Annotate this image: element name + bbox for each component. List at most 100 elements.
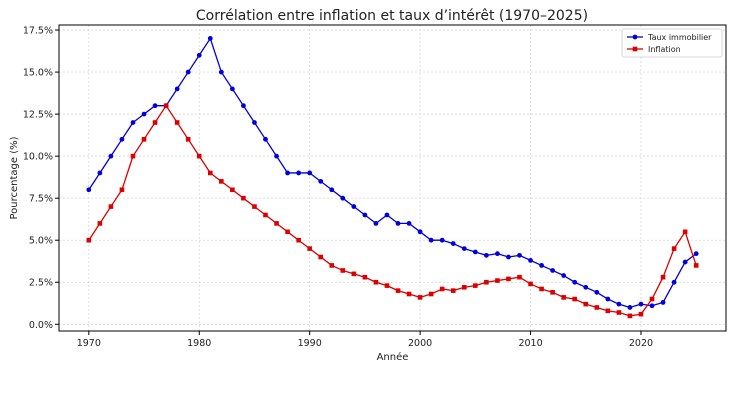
- data-point: [252, 120, 257, 125]
- legend-label: Taux immobilier: [647, 33, 712, 42]
- y-axis-label: Pourcentage (%): [9, 136, 20, 219]
- data-point: [461, 246, 467, 252]
- data-point: [230, 187, 235, 193]
- data-point: [583, 284, 589, 290]
- data-point: [373, 279, 379, 285]
- x-tick-label: 1990: [298, 338, 322, 349]
- data-point: [594, 289, 600, 295]
- data-point: [627, 313, 633, 319]
- data-point: [561, 273, 567, 278]
- x-tick-label: 1970: [77, 338, 101, 349]
- data-point: [439, 286, 445, 292]
- data-point: [605, 308, 611, 314]
- series-inflation: [86, 103, 699, 319]
- data-point: [483, 252, 489, 258]
- legend-box: [621, 28, 723, 58]
- data-point: [428, 291, 434, 297]
- x-axis-label: Année: [377, 351, 409, 363]
- data-point: [108, 153, 114, 159]
- x-tick-label: 2010: [518, 338, 542, 349]
- data-point: [406, 291, 412, 297]
- legend-item: Taux immobilier: [627, 33, 712, 42]
- data-point: [185, 137, 191, 142]
- data-point: [241, 103, 246, 109]
- y-tick-label: 5.0%: [29, 236, 53, 247]
- data-point: [318, 178, 324, 184]
- data-point: [649, 296, 655, 302]
- data-point: [395, 220, 401, 226]
- data-point: [572, 279, 578, 285]
- series-line: [88, 37, 697, 309]
- data-point: [550, 268, 556, 273]
- data-point: [528, 281, 533, 287]
- data-point: [406, 220, 412, 226]
- grid-lines: [59, 25, 726, 331]
- data-point: [318, 254, 324, 260]
- data-point: [241, 195, 246, 201]
- data-point: [682, 229, 688, 235]
- y-tick-label: 10.0%: [23, 152, 53, 163]
- data-point: [141, 137, 147, 142]
- data-point: [583, 301, 589, 307]
- data-point: [517, 252, 522, 258]
- data-point: [395, 288, 401, 293]
- data-point: [285, 170, 290, 176]
- data-point: [550, 290, 555, 295]
- data-point: [384, 212, 390, 218]
- legend-marker: [632, 46, 638, 52]
- y-tick-label: 2.5%: [29, 278, 53, 289]
- data-point: [219, 179, 224, 184]
- series-taux-immobilier: [86, 36, 699, 310]
- legend-item: Inflation: [627, 45, 681, 54]
- data-point: [86, 237, 92, 243]
- data-point: [141, 111, 147, 117]
- data-point: [229, 86, 235, 92]
- data-point: [263, 212, 268, 218]
- data-point: [638, 311, 644, 317]
- y-tick-label: 0.0%: [29, 320, 53, 331]
- data-point: [660, 300, 666, 305]
- data-point: [495, 251, 500, 257]
- data-point: [638, 301, 644, 307]
- axis-ticks: 1970 1980 1990 2000 2010 2020 0.0% 2.5% 5.0% 7.5%…: [23, 26, 653, 349]
- data-point: [196, 153, 202, 159]
- data-point: [594, 305, 600, 310]
- data-point: [351, 204, 357, 209]
- data-point: [274, 221, 279, 226]
- data-point: [340, 195, 346, 201]
- data-point: [605, 296, 611, 302]
- data-point: [207, 36, 213, 41]
- data-point: [472, 249, 478, 255]
- data-point: [517, 274, 522, 280]
- y-tick-label: 17.5%: [23, 26, 53, 37]
- data-point: [539, 286, 544, 292]
- data-point: [373, 220, 379, 226]
- data-point: [274, 153, 279, 159]
- data-point: [86, 187, 92, 193]
- data-point: [152, 103, 158, 109]
- data-point: [296, 237, 301, 243]
- data-point: [130, 120, 136, 125]
- data-point: [263, 136, 268, 142]
- data-point: [351, 271, 357, 277]
- data-point: [417, 229, 423, 235]
- data-point: [362, 274, 368, 280]
- data-point: [450, 241, 456, 246]
- data-point: [572, 296, 578, 302]
- data-point: [119, 187, 125, 193]
- data-point: [97, 221, 103, 226]
- data-point: [649, 303, 655, 309]
- data-point: [119, 136, 125, 142]
- data-point: [627, 305, 633, 310]
- chart-title: Corrélation entre inflation et taux d’in…: [196, 8, 588, 24]
- data-point: [528, 257, 533, 263]
- data-point: [108, 204, 114, 209]
- data-point: [539, 263, 544, 268]
- x-tick-label: 2020: [629, 338, 653, 349]
- data-point: [428, 237, 434, 243]
- data-point: [660, 274, 666, 280]
- data-point: [561, 295, 566, 300]
- data-point: [296, 170, 302, 176]
- data-point: [252, 204, 257, 209]
